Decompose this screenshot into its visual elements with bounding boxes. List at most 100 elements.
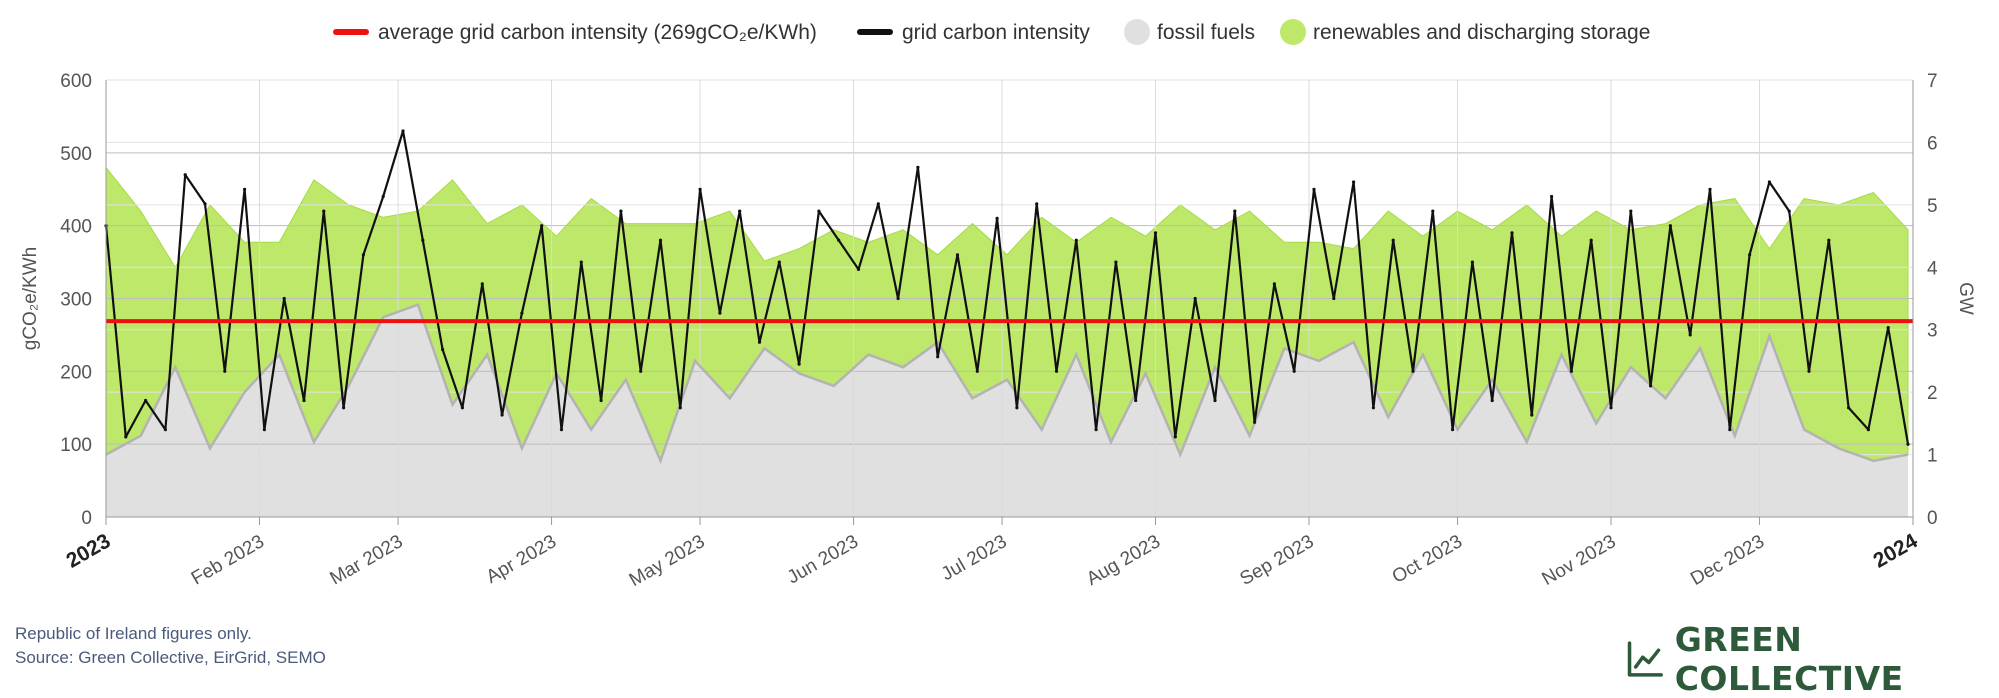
intensity-point-4 bbox=[183, 173, 187, 177]
intensity-point-63 bbox=[1352, 180, 1356, 184]
intensity-point-60 bbox=[1292, 369, 1296, 373]
intensity-point-78 bbox=[1649, 384, 1653, 388]
intensity-point-61 bbox=[1312, 187, 1316, 191]
brand-logo: GREEN COLLECTIVE bbox=[1626, 620, 1999, 698]
y2-tick-label: 5 bbox=[1927, 196, 1938, 217]
intensity-point-11 bbox=[322, 209, 326, 213]
intensity-point-23 bbox=[559, 428, 564, 432]
intensity-point-51 bbox=[1114, 260, 1118, 264]
y-tick-label: 0 bbox=[81, 508, 92, 529]
intensity-point-65 bbox=[1391, 238, 1395, 242]
intensity-point-6 bbox=[223, 369, 227, 373]
intensity-point-18 bbox=[460, 406, 464, 410]
intensity-point-84 bbox=[1767, 180, 1771, 184]
intensity-point-58 bbox=[1253, 420, 1257, 424]
y-tick-label: 100 bbox=[60, 435, 92, 456]
intensity-point-43 bbox=[955, 253, 960, 257]
intensity-point-28 bbox=[658, 238, 663, 242]
footer-source: Source: Green Collective, EirGrid, SEMO bbox=[15, 648, 326, 667]
x-tick-label: Sep 2023 bbox=[1237, 531, 1318, 590]
intensity-point-42 bbox=[936, 355, 940, 359]
intensity-point-49 bbox=[1074, 238, 1078, 242]
legend-swatch-renewables bbox=[1280, 19, 1306, 45]
y-axis-title: gCO₂e/KWh bbox=[20, 247, 41, 350]
intensity-point-71 bbox=[1510, 231, 1514, 235]
x-tick-label: Oct 2023 bbox=[1389, 531, 1466, 588]
y-tick-label: 200 bbox=[60, 362, 92, 383]
intensity-point-46 bbox=[1015, 406, 1019, 410]
intensity-point-82 bbox=[1728, 428, 1732, 432]
intensity-point-57 bbox=[1233, 209, 1237, 213]
x-tick-label: Apr 2023 bbox=[483, 531, 560, 588]
intensity-point-86 bbox=[1807, 369, 1811, 373]
intensity-point-26 bbox=[619, 209, 623, 213]
intensity-point-8 bbox=[262, 428, 266, 432]
y2-tick-label: 7 bbox=[1927, 71, 1938, 92]
intensity-point-24 bbox=[579, 260, 583, 264]
intensity-point-67 bbox=[1431, 209, 1435, 213]
intensity-point-40 bbox=[896, 296, 900, 301]
x-tick-label: Nov 2023 bbox=[1539, 531, 1620, 590]
intensity-point-31 bbox=[718, 311, 722, 315]
intensity-point-88 bbox=[1847, 406, 1851, 410]
intensity-point-33 bbox=[757, 340, 762, 344]
x-tick-label: Aug 2023 bbox=[1083, 531, 1164, 590]
intensity-point-85 bbox=[1787, 209, 1791, 213]
intensity-point-59 bbox=[1272, 282, 1276, 286]
legend-label-renewables: renewables and discharging storage bbox=[1313, 21, 1650, 44]
intensity-point-20 bbox=[500, 413, 504, 417]
legend-label-fossil: fossil fuels bbox=[1157, 21, 1255, 44]
intensity-point-45 bbox=[995, 216, 999, 220]
footer-note: Republic of Ireland figures only. Source… bbox=[15, 622, 326, 670]
intensity-point-52 bbox=[1134, 398, 1138, 403]
intensity-point-89 bbox=[1866, 428, 1870, 432]
intensity-point-81 bbox=[1708, 187, 1712, 191]
intensity-point-66 bbox=[1411, 369, 1415, 373]
intensity-point-19 bbox=[480, 282, 484, 286]
x-tick-label: Feb 2023 bbox=[188, 531, 268, 589]
intensity-point-70 bbox=[1490, 398, 1494, 403]
y-tick-label: 600 bbox=[60, 71, 92, 92]
intensity-point-62 bbox=[1332, 296, 1336, 301]
x-tick-label: Jul 2023 bbox=[938, 531, 1011, 585]
intensity-point-75 bbox=[1589, 238, 1593, 242]
intensity-point-44 bbox=[975, 369, 979, 373]
intensity-point-25 bbox=[599, 398, 603, 403]
x-tick-label: May 2023 bbox=[626, 531, 709, 591]
intensity-point-48 bbox=[1054, 369, 1059, 373]
intensity-point-21 bbox=[520, 311, 524, 315]
y2-tick-label: 3 bbox=[1927, 321, 1938, 342]
intensity-point-87 bbox=[1827, 238, 1831, 242]
intensity-point-56 bbox=[1213, 398, 1217, 403]
intensity-point-68 bbox=[1451, 428, 1455, 432]
intensity-point-53 bbox=[1153, 231, 1158, 235]
intensity-point-3 bbox=[163, 428, 167, 432]
series-line-fossil-fuels bbox=[105, 303, 1909, 465]
legend-label-average: average grid carbon intensity (269gCO₂e/… bbox=[378, 21, 817, 44]
intensity-point-35 bbox=[797, 362, 801, 366]
y2-tick-label: 0 bbox=[1927, 508, 1938, 529]
intensity-point-83 bbox=[1748, 253, 1752, 257]
intensity-point-5 bbox=[203, 202, 207, 206]
intensity-point-1 bbox=[124, 435, 128, 439]
legend-swatch-fossil bbox=[1124, 19, 1150, 45]
intensity-point-41 bbox=[916, 165, 920, 169]
intensity-point-74 bbox=[1569, 369, 1573, 373]
intensity-point-37 bbox=[837, 238, 841, 242]
intensity-point-22 bbox=[540, 224, 544, 228]
intensity-point-91 bbox=[1906, 442, 1910, 446]
legend-swatch-intensity bbox=[857, 29, 893, 35]
intensity-point-80 bbox=[1688, 333, 1692, 337]
intensity-point-47 bbox=[1035, 202, 1039, 206]
intensity-point-50 bbox=[1094, 428, 1098, 432]
legend-label-intensity: grid carbon intensity bbox=[902, 21, 1090, 44]
intensity-point-14 bbox=[381, 194, 385, 199]
trend-chart-icon bbox=[1627, 641, 1663, 677]
intensity-point-34 bbox=[777, 260, 781, 264]
intensity-point-73 bbox=[1550, 194, 1554, 199]
x-tick-label: Jun 2023 bbox=[784, 531, 862, 588]
intensity-point-79 bbox=[1668, 224, 1672, 228]
intensity-point-30 bbox=[698, 187, 702, 191]
intensity-point-77 bbox=[1629, 209, 1633, 213]
